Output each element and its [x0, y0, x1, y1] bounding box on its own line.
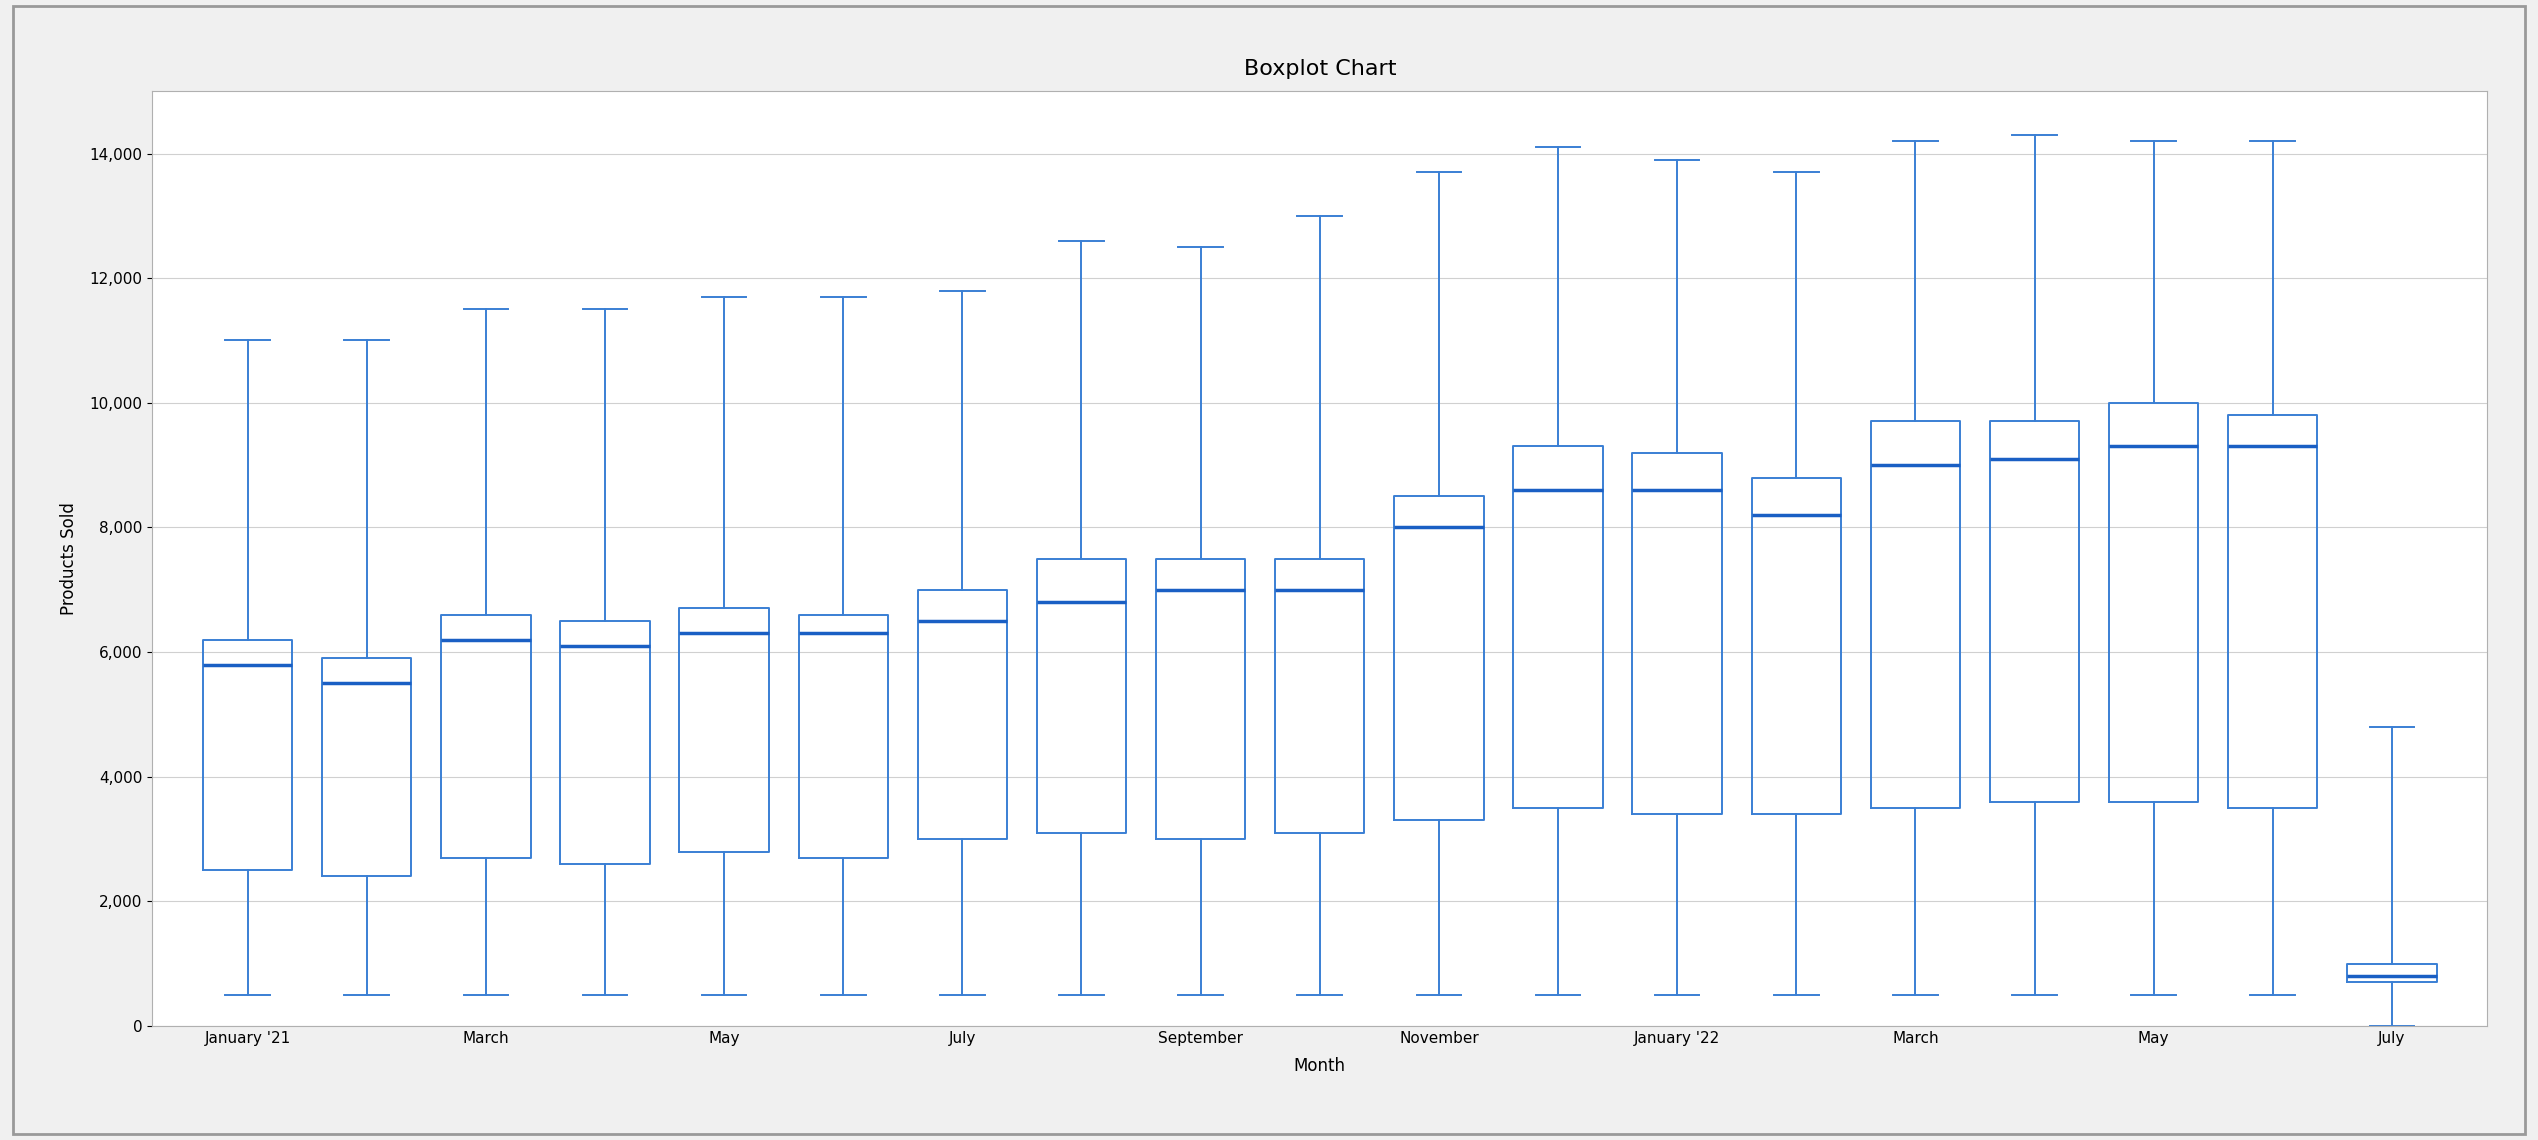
- Title: Boxplot Chart: Boxplot Chart: [1244, 58, 1396, 79]
- X-axis label: Month: Month: [1294, 1057, 1345, 1075]
- Y-axis label: Products Sold: Products Sold: [61, 502, 79, 616]
